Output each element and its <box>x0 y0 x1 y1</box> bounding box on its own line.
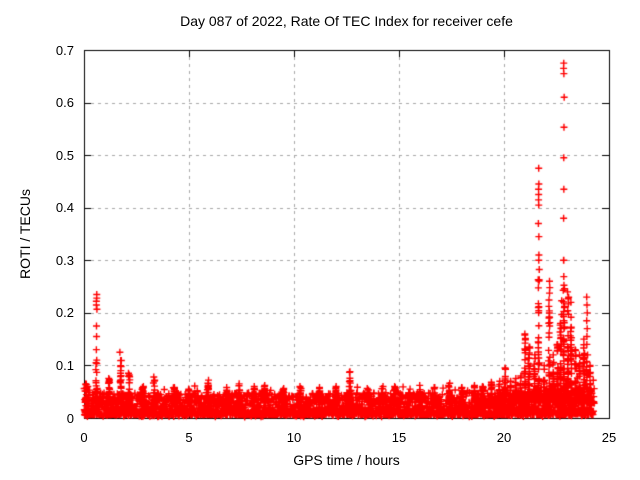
y-tick-label: 0.2 <box>55 305 74 321</box>
y-tick-label: 0.5 <box>55 147 74 163</box>
x-tick-label: 15 <box>391 430 407 445</box>
y-tick-label: 0.4 <box>55 200 74 216</box>
y-tick-label: 0.6 <box>55 95 74 111</box>
y-tick-label: 0.7 <box>55 42 74 58</box>
x-tick-label: 0 <box>80 430 88 445</box>
y-tick-label: 0.3 <box>55 252 74 268</box>
y-tick-label: 0.1 <box>55 357 74 373</box>
x-tick-label: 10 <box>286 430 302 445</box>
chart-title: Day 087 of 2022, Rate Of TEC Index for r… <box>180 13 513 29</box>
y-tick-label: 0 <box>66 410 74 426</box>
x-tick-label: 5 <box>185 430 193 445</box>
x-axis-label: GPS time / hours <box>293 452 400 468</box>
x-tick-label: 25 <box>601 430 617 445</box>
x-tick-label: 20 <box>496 430 512 445</box>
